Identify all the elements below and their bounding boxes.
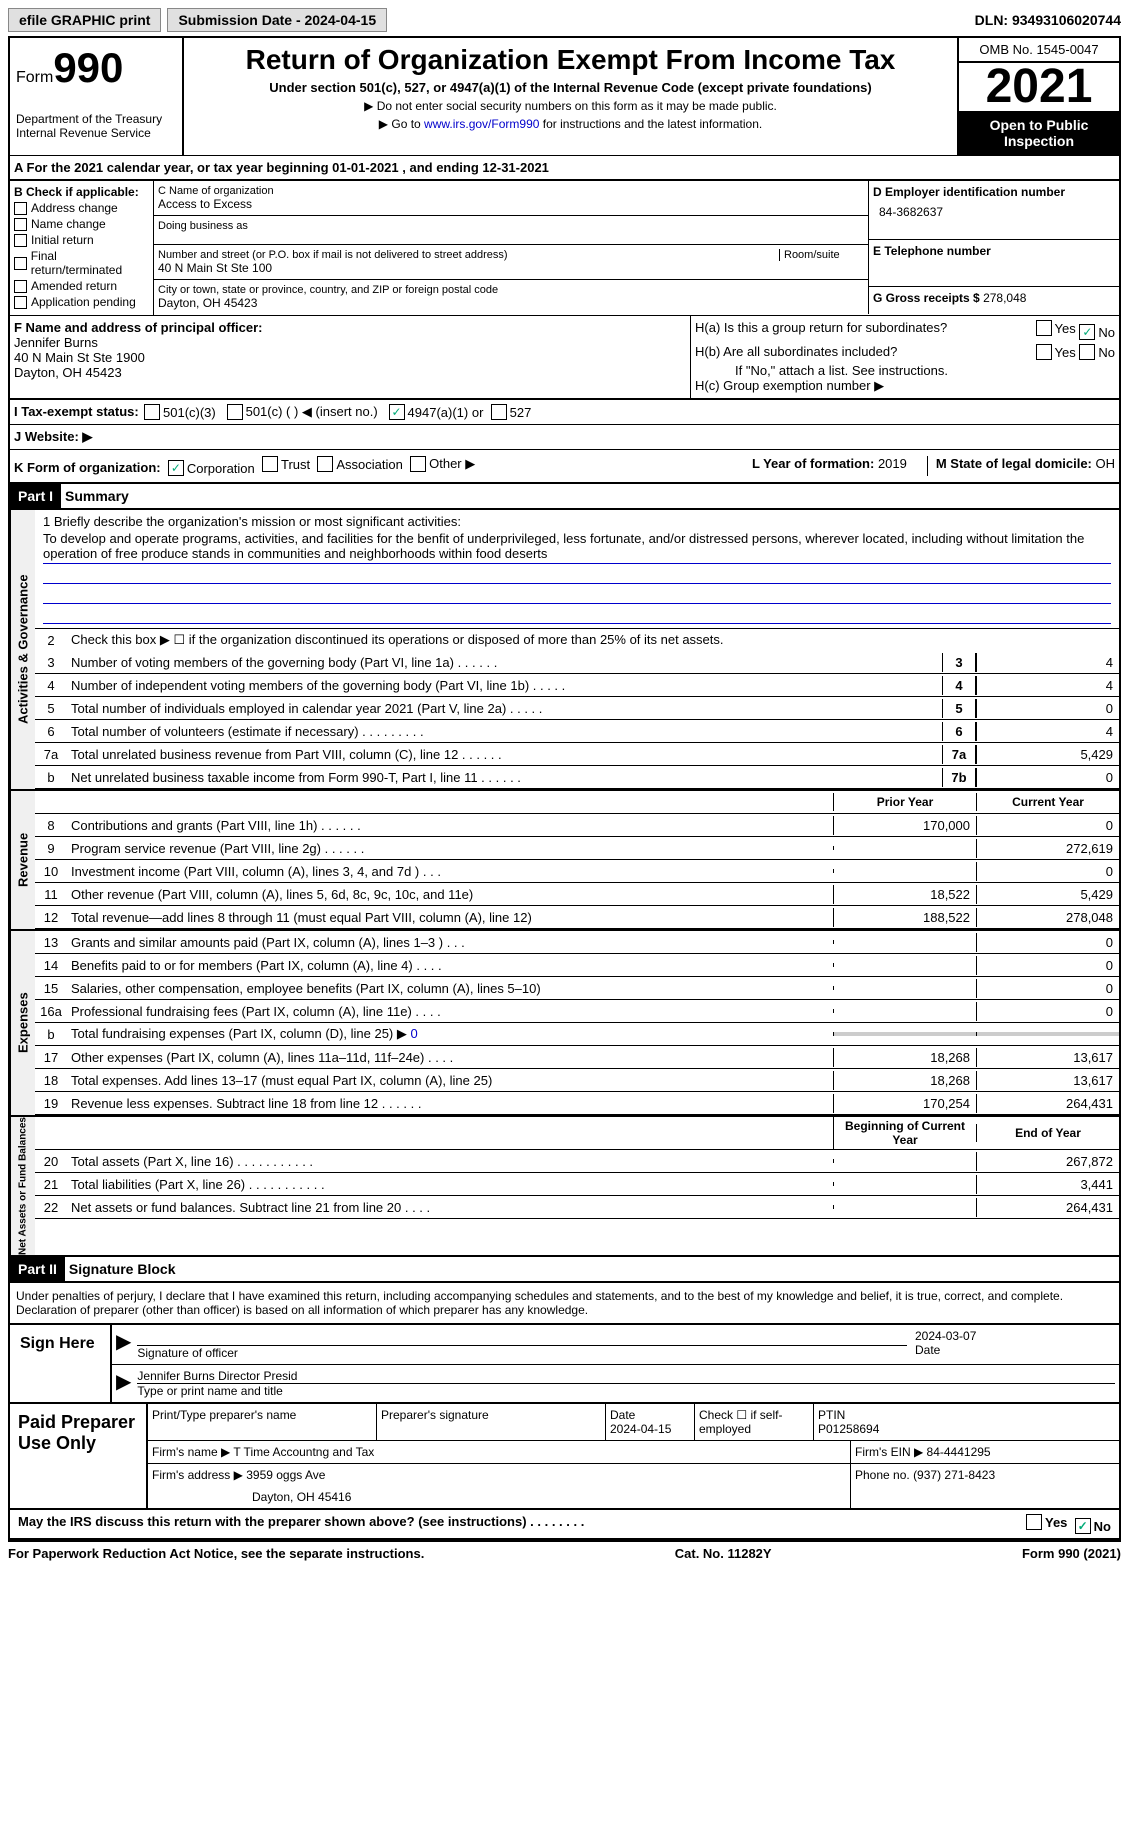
sign-here-label: Sign Here bbox=[10, 1325, 112, 1402]
line-15: 15Salaries, other compensation, employee… bbox=[35, 977, 1119, 1000]
footer-form: Form 990 (2021) bbox=[1022, 1546, 1121, 1561]
dln: DLN: 93493106020744 bbox=[975, 12, 1121, 28]
line-19: 19Revenue less expenses. Subtract line 1… bbox=[35, 1092, 1119, 1115]
checkbox-label: Address change bbox=[31, 201, 118, 215]
checkbox-label: Amended return bbox=[31, 279, 117, 293]
checkbox-label: Final return/terminated bbox=[31, 249, 149, 277]
form-title: Return of Organization Exempt From Incom… bbox=[190, 44, 951, 76]
line-16a: 16aProfessional fundraising fees (Part I… bbox=[35, 1000, 1119, 1023]
mission-box: 1 Briefly describe the organization's mi… bbox=[35, 510, 1119, 629]
line-4: 4Number of independent voting members of… bbox=[35, 674, 1119, 697]
form-org-row: K Form of organization: ✓ Corporation Tr… bbox=[8, 450, 1121, 484]
line-20: 20Total assets (Part X, line 16) . . . .… bbox=[35, 1150, 1119, 1173]
checkbox[interactable] bbox=[14, 280, 27, 293]
line-8: 8Contributions and grants (Part VIII, li… bbox=[35, 814, 1119, 837]
city-address: Dayton, OH 45423 bbox=[158, 296, 864, 310]
line-b: bNet unrelated business taxable income f… bbox=[35, 766, 1119, 789]
firm-address: 3959 oggs Ave bbox=[246, 1468, 325, 1482]
line-b: bTotal fundraising expenses (Part IX, co… bbox=[35, 1023, 1119, 1046]
line-11: 11Other revenue (Part VIII, column (A), … bbox=[35, 883, 1119, 906]
efile-button[interactable]: efile GRAPHIC print bbox=[8, 8, 161, 32]
side-revenue: Revenue bbox=[10, 791, 35, 929]
submission-date: Submission Date - 2024-04-15 bbox=[167, 8, 387, 32]
form-id-box: Form990 Department of the Treasury Inter… bbox=[10, 38, 184, 155]
line-5: 5Total number of individuals employed in… bbox=[35, 697, 1119, 720]
website-row: J Website: ▶ bbox=[8, 425, 1121, 450]
line-14: 14Benefits paid to or for members (Part … bbox=[35, 954, 1119, 977]
tax-year-row: A For the 2021 calendar year, or tax yea… bbox=[8, 155, 1121, 181]
paid-preparer-label: Paid Preparer Use Only bbox=[10, 1404, 148, 1508]
checkbox-label: Name change bbox=[31, 217, 106, 231]
group-return-box: H(a) Is this a group return for subordin… bbox=[691, 316, 1119, 398]
line-3: 3Number of voting members of the governi… bbox=[35, 651, 1119, 674]
checkbox[interactable] bbox=[14, 202, 27, 215]
form-title-box: Return of Organization Exempt From Incom… bbox=[184, 38, 957, 155]
discuss-question: May the IRS discuss this return with the… bbox=[18, 1514, 584, 1534]
check-applicable: B Check if applicable: Address changeNam… bbox=[10, 181, 154, 315]
firm-name: T Time Accountng and Tax bbox=[233, 1445, 374, 1459]
line-18: 18Total expenses. Add lines 13–17 (must … bbox=[35, 1069, 1119, 1092]
checkbox-label: Initial return bbox=[31, 233, 94, 247]
irs-link[interactable]: www.irs.gov/Form990 bbox=[424, 117, 539, 131]
line-22: 22Net assets or fund balances. Subtract … bbox=[35, 1196, 1119, 1219]
footer-notice: For Paperwork Reduction Act Notice, see … bbox=[8, 1546, 424, 1561]
line-12: 12Total revenue—add lines 8 through 11 (… bbox=[35, 906, 1119, 929]
line-9: 9Program service revenue (Part VIII, lin… bbox=[35, 837, 1119, 860]
part2-header: Part II bbox=[10, 1257, 65, 1281]
line-6: 6Total number of volunteers (estimate if… bbox=[35, 720, 1119, 743]
checkbox[interactable] bbox=[14, 218, 27, 231]
side-net-assets: Net Assets or Fund Balances bbox=[10, 1117, 35, 1255]
checkbox[interactable] bbox=[14, 296, 27, 309]
checkbox-label: Application pending bbox=[31, 295, 136, 309]
year-box: OMB No. 1545-0047 2021 Open to Public In… bbox=[957, 38, 1119, 155]
line-21: 21Total liabilities (Part X, line 26) . … bbox=[35, 1173, 1119, 1196]
side-governance: Activities & Governance bbox=[10, 510, 35, 789]
gross-receipts: 278,048 bbox=[983, 291, 1026, 305]
tax-exempt-row: I Tax-exempt status: 501(c)(3) 501(c) ( … bbox=[8, 400, 1121, 425]
part1-header: Part I bbox=[10, 484, 61, 508]
line-17: 17Other expenses (Part IX, column (A), l… bbox=[35, 1046, 1119, 1069]
sig-declaration: Under penalties of perjury, I declare th… bbox=[8, 1283, 1121, 1325]
checkbox[interactable] bbox=[14, 257, 27, 270]
line-13: 13Grants and similar amounts paid (Part … bbox=[35, 931, 1119, 954]
street-address: 40 N Main St Ste 100 bbox=[158, 261, 864, 275]
line-7a: 7aTotal unrelated business revenue from … bbox=[35, 743, 1119, 766]
line-10: 10Investment income (Part VIII, column (… bbox=[35, 860, 1119, 883]
officer-printed: Jennifer Burns Director Presid bbox=[137, 1369, 1115, 1384]
officer-box: F Name and address of principal officer:… bbox=[10, 316, 691, 398]
checkbox[interactable] bbox=[14, 234, 27, 247]
side-expenses: Expenses bbox=[10, 931, 35, 1115]
org-name: Access to Excess bbox=[158, 197, 864, 211]
footer-catno: Cat. No. 11282Y bbox=[675, 1546, 772, 1561]
ein: 84-3682637 bbox=[873, 199, 1115, 225]
